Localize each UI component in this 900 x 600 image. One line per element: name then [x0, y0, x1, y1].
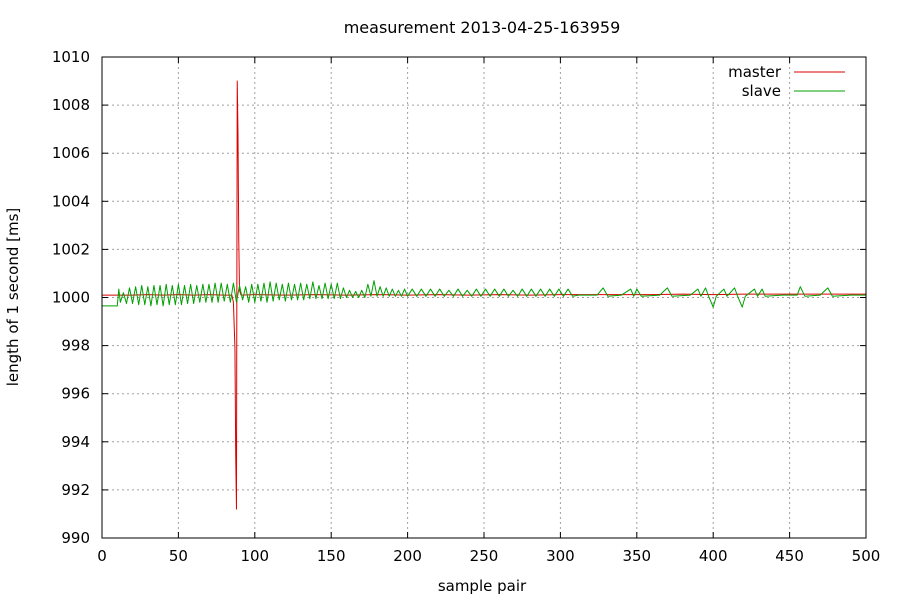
- y-tick-label: 1010: [52, 48, 90, 66]
- x-tick-label: 0: [97, 547, 107, 565]
- chart-title: measurement 2013-04-25-163959: [344, 18, 621, 37]
- y-tick-label: 1006: [52, 144, 90, 162]
- x-tick-label: 500: [852, 547, 881, 565]
- y-tick-label: 996: [61, 385, 90, 403]
- y-tick-label: 1002: [52, 240, 90, 258]
- legend-label-slave: slave: [742, 82, 781, 100]
- grid: [102, 57, 866, 538]
- legend-label-master: master: [728, 63, 782, 81]
- x-tick-label: 100: [240, 547, 269, 565]
- y-axis-ticks: 990 992 994 996 998 1000 1002 1004 1006 1008 1010: [52, 48, 866, 547]
- x-tick-label: 250: [470, 547, 499, 565]
- y-tick-label: 1008: [52, 96, 90, 114]
- series-line-slave: [102, 280, 866, 308]
- x-tick-label: 50: [169, 547, 188, 565]
- y-tick-label: 998: [61, 337, 90, 355]
- x-axis-ticks: 0 50 100 150 200 250 300 350 400 450 500: [97, 57, 880, 565]
- x-tick-label: 150: [317, 547, 346, 565]
- x-tick-label: 300: [546, 547, 575, 565]
- y-tick-label: 1004: [52, 192, 90, 210]
- x-tick-label: 400: [699, 547, 728, 565]
- series-layer: [102, 80, 866, 510]
- x-axis-label: sample pair: [438, 577, 527, 595]
- y-tick-label: 1000: [52, 289, 90, 307]
- x-tick-label: 350: [622, 547, 651, 565]
- x-tick-label: 200: [393, 547, 422, 565]
- y-tick-label: 990: [61, 529, 90, 547]
- x-tick-label: 450: [775, 547, 804, 565]
- y-tick-label: 994: [61, 433, 90, 451]
- y-axis-label: length of 1 second [ms]: [4, 208, 22, 387]
- y-tick-label: 992: [61, 481, 90, 499]
